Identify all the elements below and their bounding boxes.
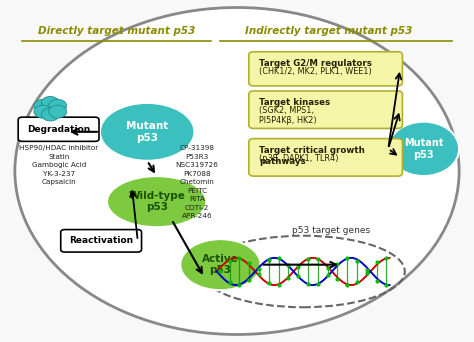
- Text: Reactivation: Reactivation: [69, 236, 133, 245]
- Text: (CHK1/2, MK2, PLK1, WEE1): (CHK1/2, MK2, PLK1, WEE1): [259, 67, 372, 76]
- Text: HSP90/HDAC inhibitor
Statin
Gambogic Acid
YK-3-237
Capsaicin: HSP90/HDAC inhibitor Statin Gambogic Aci…: [19, 145, 99, 185]
- Circle shape: [49, 99, 67, 112]
- Text: p53 target genes: p53 target genes: [292, 226, 371, 235]
- Ellipse shape: [15, 8, 459, 334]
- Ellipse shape: [180, 239, 261, 290]
- Circle shape: [49, 105, 67, 118]
- FancyBboxPatch shape: [249, 91, 402, 129]
- Text: CP-31398
P53R3
NSC319726
PK7088
Chetomin
PEITC
RITA
COTI-2
APR-246: CP-31398 P53R3 NSC319726 PK7088 Chetomin…: [175, 145, 218, 220]
- Text: Active
p53: Active p53: [202, 254, 239, 275]
- Text: Indirectly target mutant p53: Indirectly target mutant p53: [246, 26, 413, 37]
- FancyBboxPatch shape: [18, 117, 99, 141]
- Text: (p38, DAPK1, TLR4): (p38, DAPK1, TLR4): [259, 154, 339, 163]
- Circle shape: [34, 105, 52, 118]
- Text: Directly target mutant p53: Directly target mutant p53: [38, 26, 195, 37]
- Text: Mutant
p53: Mutant p53: [126, 121, 168, 143]
- Ellipse shape: [107, 176, 206, 227]
- Text: Wild-type
p53: Wild-type p53: [128, 191, 185, 212]
- FancyBboxPatch shape: [249, 52, 402, 86]
- Circle shape: [34, 99, 52, 112]
- Text: (SGK2, MPS1,
PI5P4Kβ, HK2): (SGK2, MPS1, PI5P4Kβ, HK2): [259, 106, 317, 126]
- Circle shape: [41, 96, 59, 109]
- Ellipse shape: [388, 122, 459, 176]
- Text: Degradation: Degradation: [27, 125, 90, 134]
- FancyBboxPatch shape: [249, 139, 402, 176]
- Ellipse shape: [100, 103, 194, 161]
- Text: Target critical growth
pathways: Target critical growth pathways: [259, 146, 365, 166]
- Text: Target kinases: Target kinases: [259, 98, 330, 107]
- Text: Mutant
p53: Mutant p53: [404, 138, 443, 160]
- FancyBboxPatch shape: [61, 229, 142, 252]
- Circle shape: [41, 108, 59, 121]
- Text: Target G2/M regulators: Target G2/M regulators: [259, 59, 372, 68]
